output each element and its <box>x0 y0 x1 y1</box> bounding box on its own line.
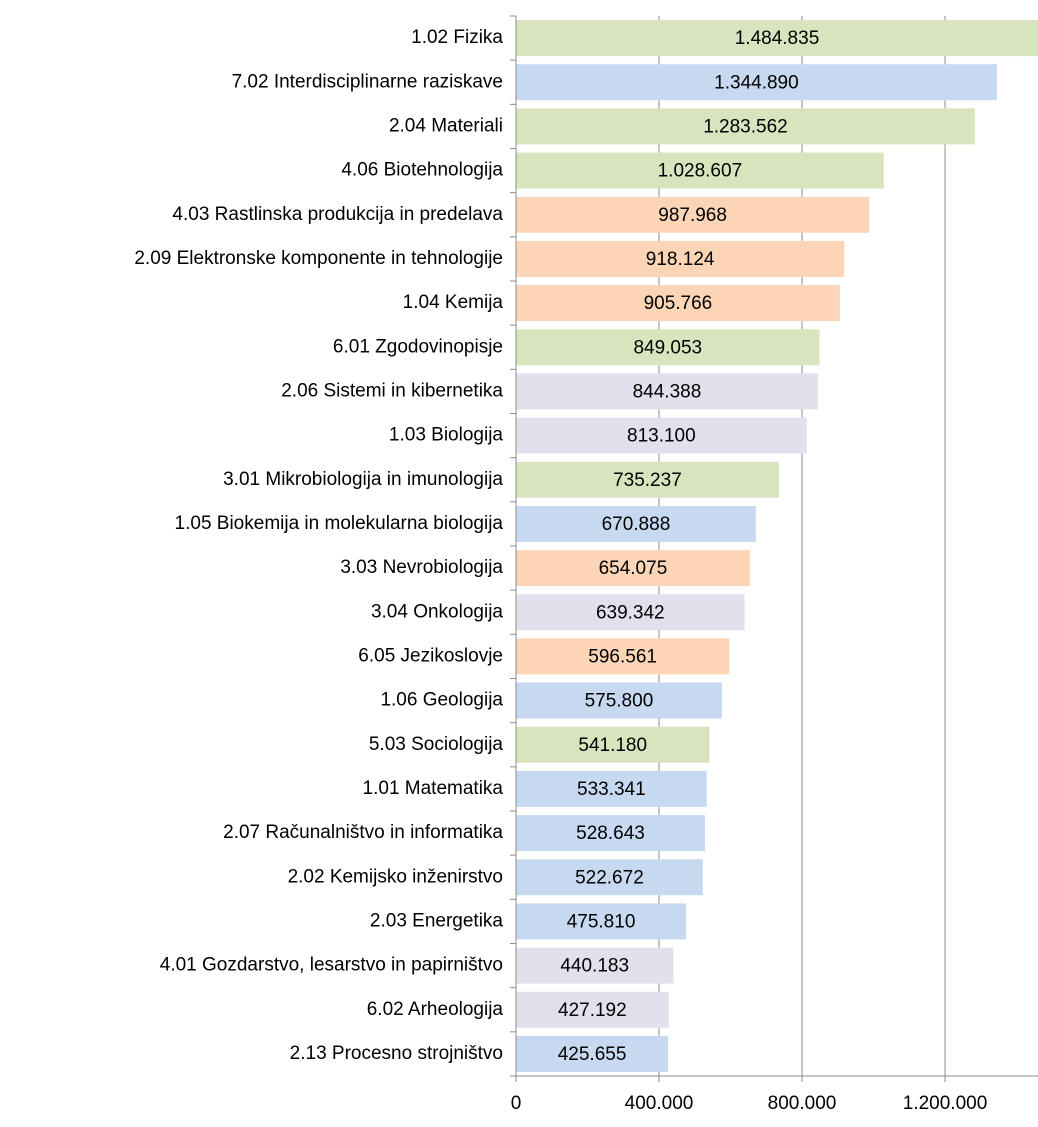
bar <box>516 329 820 366</box>
x-tick-label: 800.000 <box>768 1093 837 1114</box>
value-label: 1.028.607 <box>658 161 743 182</box>
x-tick-label: 400.000 <box>625 1093 694 1114</box>
y-tick-label: 1.05 Biokemija in molekularna biologija <box>175 513 504 534</box>
bar <box>516 991 669 1028</box>
y-tick-label: 4.03 Rastlinska produkcija in predelava <box>172 204 503 225</box>
value-label: 844.388 <box>633 381 702 402</box>
y-tick-label: 2.03 Energetika <box>370 910 504 931</box>
value-label: 596.561 <box>588 646 657 667</box>
x-tick-label: 0 <box>511 1093 522 1114</box>
bar <box>516 461 779 498</box>
bar <box>516 64 997 101</box>
bar <box>516 594 745 631</box>
value-label: 639.342 <box>596 602 665 623</box>
y-tick-label: 6.05 Jezikoslovje <box>358 645 503 666</box>
value-label: 427.192 <box>558 1000 627 1021</box>
bar <box>516 196 870 233</box>
y-tick-label: 2.13 Procesno strojništvo <box>290 1043 503 1064</box>
value-label: 440.183 <box>560 956 629 977</box>
bar <box>516 285 840 322</box>
y-tick-label: 3.04 Onkologija <box>371 601 503 622</box>
bar <box>516 638 730 675</box>
y-tick-label: 6.02 Arheologija <box>367 999 504 1020</box>
bar <box>516 240 845 277</box>
bar <box>516 20 1038 57</box>
bar <box>516 550 750 587</box>
bar <box>516 859 703 896</box>
bar <box>516 770 707 807</box>
value-label: 425.655 <box>558 1044 627 1065</box>
value-label: 475.810 <box>567 911 636 932</box>
bar <box>516 373 818 410</box>
value-label: 541.180 <box>578 735 647 756</box>
value-label: 528.643 <box>576 823 645 844</box>
bar <box>516 108 975 145</box>
y-tick-label: 1.02 Fizika <box>411 27 503 48</box>
y-tick-label: 4.06 Biotehnologija <box>341 160 503 181</box>
value-label: 735.237 <box>613 470 682 491</box>
y-tick-label: 1.04 Kemija <box>403 292 504 313</box>
bar <box>516 152 884 189</box>
value-label: 918.124 <box>646 249 715 270</box>
value-label: 849.053 <box>633 337 702 358</box>
y-tick-label: 1.03 Biologija <box>389 425 504 446</box>
x-tick-label: 1.200.000 <box>903 1093 988 1114</box>
bar <box>516 815 706 852</box>
y-tick-label: 6.01 Zgodovinopisje <box>333 336 503 357</box>
y-tick-label: 4.01 Gozdarstvo, lesarstvo in papirništv… <box>160 955 503 976</box>
y-tick-label: 3.01 Mikrobiologija in imunologija <box>223 469 503 490</box>
value-label: 670.888 <box>602 514 671 535</box>
value-label: 1.344.890 <box>714 72 799 93</box>
bar <box>516 947 674 984</box>
y-tick-label: 5.03 Sociologija <box>369 734 504 755</box>
bar <box>516 726 710 763</box>
value-label: 1.484.835 <box>735 28 820 49</box>
y-tick-label: 7.02 Interdisciplinarne raziskave <box>232 71 503 92</box>
bar <box>516 1035 669 1072</box>
value-label: 575.800 <box>585 691 654 712</box>
y-tick-label: 3.03 Nevrobiologija <box>340 557 503 578</box>
value-label: 533.341 <box>577 779 646 800</box>
y-tick-label: 2.06 Sistemi in kibernetika <box>281 380 503 401</box>
bar <box>516 505 756 542</box>
y-tick-label: 2.09 Elektronske komponente in tehnologi… <box>134 248 503 269</box>
y-tick-label: 1.01 Matematika <box>363 778 504 799</box>
value-label: 654.075 <box>599 558 668 579</box>
y-tick-label: 1.06 Geologija <box>380 690 503 711</box>
bar <box>516 417 807 454</box>
bar <box>516 682 722 719</box>
value-label: 813.100 <box>627 426 696 447</box>
value-label: 905.766 <box>644 293 713 314</box>
y-tick-label: 2.07 Računalništvo in informatika <box>223 822 503 843</box>
y-tick-label: 2.02 Kemijsko inženirstvo <box>288 866 503 887</box>
value-label: 1.283.562 <box>703 116 788 137</box>
y-tick-label: 2.04 Materiali <box>389 115 503 136</box>
bar <box>516 903 687 940</box>
value-label: 987.968 <box>658 205 727 226</box>
value-label: 522.672 <box>575 867 644 888</box>
